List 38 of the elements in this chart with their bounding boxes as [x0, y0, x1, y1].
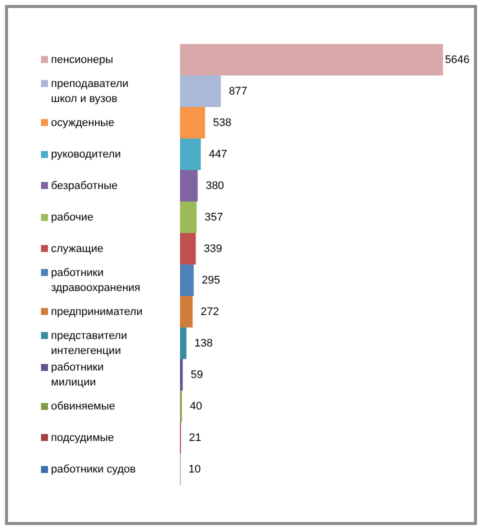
- data-label: 380: [206, 180, 224, 192]
- bar: [180, 76, 221, 107]
- y-tick-label: рабочие: [51, 211, 94, 224]
- y-tick-label: предприниматели: [51, 306, 142, 318]
- bar: [180, 359, 183, 390]
- data-label: 357: [204, 211, 223, 224]
- bar: [180, 264, 194, 296]
- data-label: 272: [200, 306, 220, 318]
- data-label: 877: [228, 85, 248, 98]
- bar: [180, 138, 201, 170]
- y-tick-label: пенсионеры: [51, 54, 114, 66]
- bar: [180, 233, 196, 264]
- data-label: 10: [188, 463, 201, 476]
- y-tick-label: обвиняемые: [51, 400, 116, 412]
- y-tick-label: преподаватели школ и вузов: [51, 78, 128, 105]
- data-label: 447: [208, 148, 228, 160]
- y-tick-label: руководители: [51, 148, 121, 160]
- y-tick-label: работники милиции: [51, 361, 104, 388]
- data-label: 5646: [445, 54, 470, 66]
- data-label: 59: [190, 368, 203, 381]
- data-label: 339: [204, 242, 222, 255]
- y-tick-label: работники судов: [51, 463, 136, 476]
- data-label: 538: [213, 116, 232, 129]
- bar: [180, 202, 197, 233]
- bar: [180, 170, 198, 202]
- bar: [180, 44, 443, 76]
- y-tick-label: безработные: [51, 180, 118, 192]
- data-label: 40: [190, 400, 202, 412]
- y-tick-label: подсудимые: [51, 432, 114, 444]
- y-tick-label: служащие: [51, 242, 104, 255]
- data-label: 21: [188, 432, 202, 444]
- y-tick-label: работники здравоохранения: [51, 266, 140, 294]
- bar: [180, 296, 193, 328]
- data-label: 138: [194, 337, 213, 350]
- bar: [180, 328, 186, 359]
- bar: [180, 107, 206, 138]
- y-tick-label: осужденные: [51, 116, 114, 129]
- data-label: 295: [202, 274, 220, 286]
